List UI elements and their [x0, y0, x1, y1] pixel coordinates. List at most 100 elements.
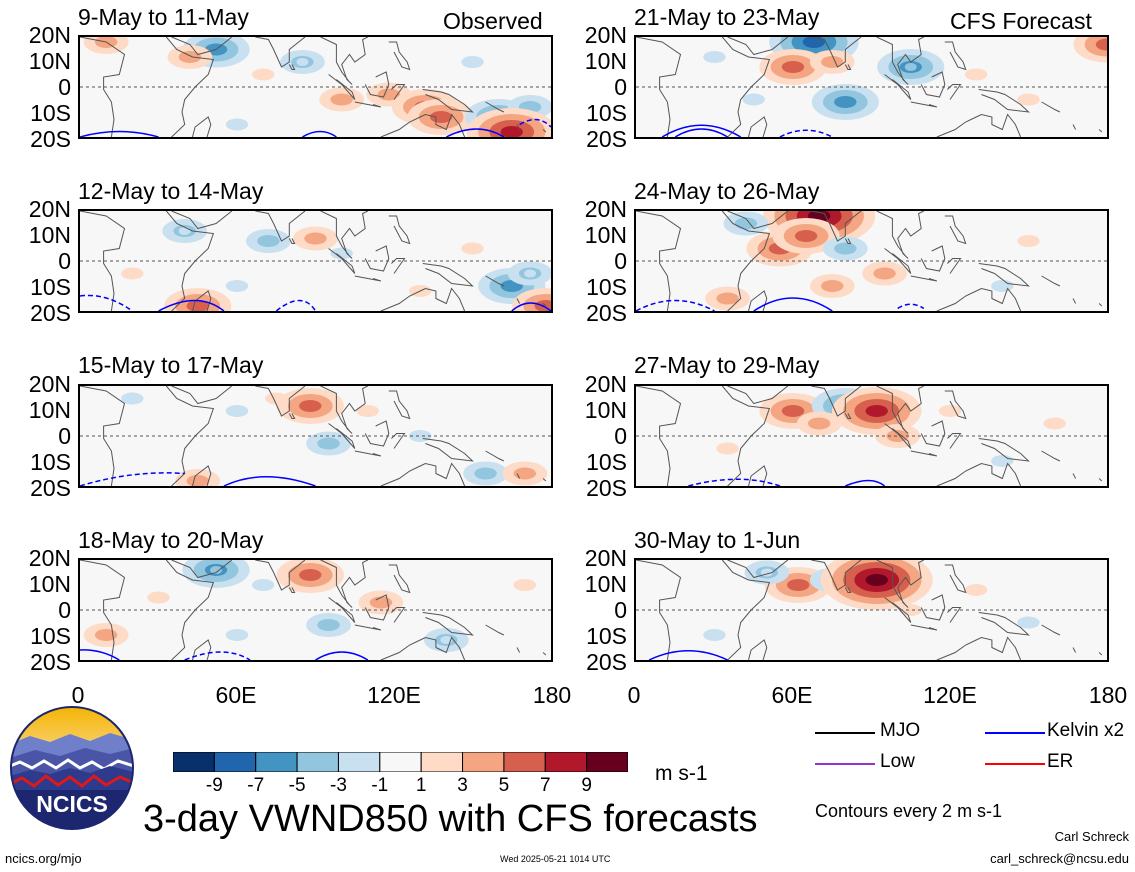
coastline [516, 647, 521, 653]
anomaly-core [721, 294, 734, 303]
map-panel-8 [634, 558, 1109, 662]
lat-tick-label: 10S [30, 100, 71, 126]
colorbar-segment [503, 751, 546, 773]
anomaly-core [807, 38, 820, 46]
anomaly-core [505, 282, 518, 290]
coastline [884, 248, 912, 274]
anomaly-core [524, 103, 537, 111]
coastline [422, 612, 474, 636]
kelvin-contour [661, 124, 742, 137]
lat-tick-label: 0 [614, 248, 627, 274]
coastline [978, 263, 1030, 287]
coastline [636, 560, 682, 660]
kelvin-contour [158, 299, 225, 311]
coastline [910, 275, 938, 282]
coastline [636, 211, 682, 311]
coastline [80, 386, 126, 486]
coastline [876, 211, 925, 259]
anomaly-core [524, 269, 537, 278]
anomaly-core [787, 63, 799, 71]
lat-tick-label: 20N [584, 22, 627, 48]
anomaly-core [257, 70, 270, 79]
coastline [944, 215, 967, 245]
coastline [171, 211, 233, 230]
lat-tick-label: 0 [614, 423, 627, 449]
coastline [876, 386, 925, 434]
panel-title-5: 21-May to 23-May [634, 4, 820, 30]
coastline [727, 37, 789, 56]
lon-tick-label: 0 [71, 682, 85, 708]
coastline [636, 37, 682, 137]
kelvin-contour [779, 129, 833, 137]
coastline [844, 238, 852, 244]
lat-tick-label: 0 [58, 74, 71, 100]
coastline [920, 594, 946, 621]
coastline [354, 101, 382, 108]
coastline [380, 113, 466, 137]
coastline [191, 465, 212, 486]
coastline [354, 450, 382, 457]
colorbar-segment [296, 751, 339, 773]
coastline [1072, 124, 1077, 130]
coastline [364, 420, 390, 447]
coastline [727, 386, 789, 405]
ncics-logo: NCICS [10, 706, 134, 830]
coastline [328, 248, 356, 274]
lat-tick-label: 20N [28, 545, 71, 571]
kelvin-contour [80, 294, 133, 311]
coastline [80, 37, 126, 137]
anomaly-core [996, 457, 1009, 465]
kelvin-contour [636, 299, 715, 311]
anomaly-core [183, 53, 196, 61]
coastline [910, 450, 938, 457]
lat-tick-label: 0 [614, 597, 627, 623]
coastline [165, 211, 215, 311]
lat-tick-label: 20S [30, 649, 71, 675]
coastline [80, 211, 126, 311]
coastline [747, 290, 768, 311]
colorbar-tick-label: -9 [205, 775, 223, 796]
anomaly-core [414, 432, 427, 440]
anomaly-core [466, 244, 479, 253]
anomaly-core [787, 407, 799, 415]
coastline [388, 564, 411, 594]
anomaly-core [152, 593, 165, 602]
anomaly-core [721, 444, 734, 453]
coastline [171, 37, 233, 56]
kelvin-contour [688, 478, 781, 486]
coastline [811, 560, 862, 591]
lat-tick-label: 10S [30, 274, 71, 300]
coastline [288, 64, 296, 70]
coastline [844, 587, 852, 593]
colorbar-tick-label: 5 [498, 775, 510, 796]
legend-label-low: Low [880, 751, 915, 772]
lat-tick-label: 10S [30, 623, 71, 649]
lat-tick-label: 0 [58, 597, 71, 623]
coastline [255, 386, 306, 417]
coastline [328, 423, 356, 449]
anomaly-core [891, 432, 904, 440]
anomaly-core [826, 58, 839, 66]
anomaly-core [296, 58, 309, 66]
anomaly-core [826, 282, 839, 290]
contour-note: Contours every 2 m s-1 [815, 801, 1003, 821]
coastline [485, 275, 505, 287]
kelvin-contour [519, 118, 551, 128]
anomaly-core [178, 227, 191, 235]
kelvin-contour [445, 128, 505, 137]
lat-tick-label: 20S [586, 649, 627, 675]
coastline [936, 287, 1022, 311]
coastline [636, 386, 682, 486]
coastline [388, 390, 411, 420]
coastline [320, 560, 369, 608]
map-panel-7 [634, 384, 1109, 488]
coastline [884, 423, 912, 449]
coastline [516, 298, 521, 304]
kelvin-contour [845, 479, 886, 486]
lat-tick-label: 0 [58, 248, 71, 274]
coastline [811, 211, 862, 242]
lat-tick-label: 20S [30, 475, 71, 501]
map-panel-2 [78, 209, 553, 313]
colorbar-tick-label: 7 [539, 775, 551, 796]
anomaly-core [440, 636, 453, 644]
